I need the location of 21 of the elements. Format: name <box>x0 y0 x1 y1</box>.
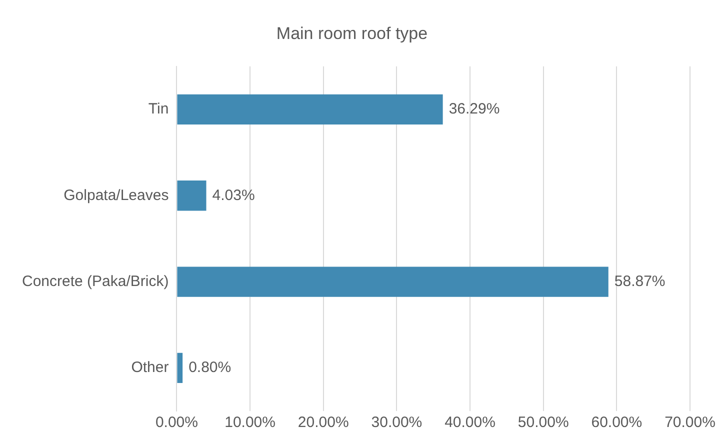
bar <box>177 352 183 383</box>
x-tick-label: 30.00% <box>371 414 422 432</box>
x-tick-label: 40.00% <box>444 414 496 432</box>
y-tick-label: Other <box>131 359 169 376</box>
bar <box>177 94 443 125</box>
x-tick-label: 10.00% <box>224 414 276 432</box>
x-tick-label: 0.00% <box>155 414 198 432</box>
bar <box>177 266 608 297</box>
data-label: 58.87% <box>614 272 666 290</box>
y-tick-label: Golpata/Leaves <box>64 186 169 204</box>
x-tick-label: 20.00% <box>298 414 349 432</box>
bar <box>177 180 206 211</box>
x-tick-label: 70.00% <box>664 414 716 432</box>
data-label: 36.29% <box>448 100 500 118</box>
data-label: 4.03% <box>212 186 255 204</box>
y-tick-label: Tin <box>148 100 169 118</box>
y-tick-label: Concrete (Paka/Brick) <box>22 272 169 290</box>
data-label: 0.80% <box>188 359 232 376</box>
x-tick-label: 50.00% <box>518 414 569 432</box>
x-tick-label: 60.00% <box>591 414 642 432</box>
chart-title: Main room roof type <box>276 24 428 43</box>
